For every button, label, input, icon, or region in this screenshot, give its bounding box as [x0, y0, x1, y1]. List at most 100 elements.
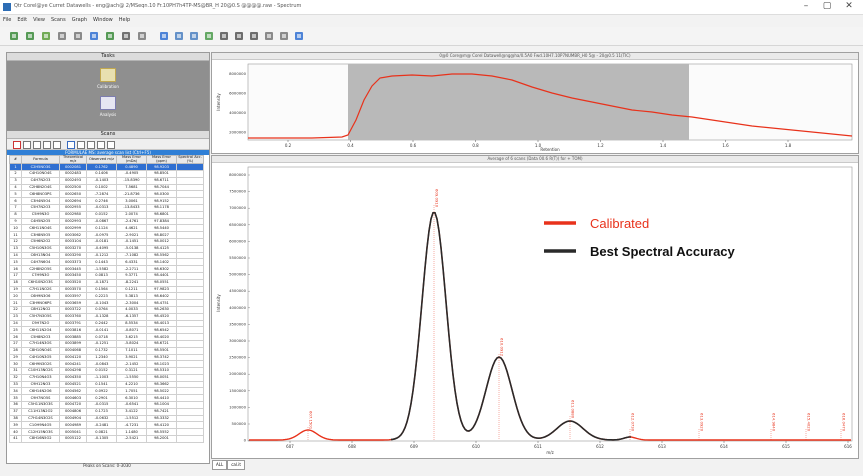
menu-view[interactable]: View — [33, 17, 45, 23]
table-row[interactable]: 38 C7H14N3O2S 0004904 -0.0632 -1.5512 98.3332 — [9, 414, 204, 423]
settings-icon[interactable] — [136, 30, 148, 42]
table-row[interactable]: 30 C6H9N3O2S 0004241 -0.0843 -2.1452 98.1023 — [9, 360, 204, 369]
table-row[interactable]: 28 C8H10NO4S 0004068 0.1732 7.1011 98.5501 — [9, 346, 204, 355]
table-cell: 0004562 — [59, 387, 87, 396]
filter-icon[interactable] — [77, 141, 85, 149]
back-icon[interactable] — [173, 30, 185, 42]
forward-icon[interactable] — [188, 30, 200, 42]
table-row[interactable]: 26 C5H8N2O3 0003885 0.0718 3.6215 98.4020 — [9, 333, 204, 341]
table-row[interactable]: 39 C10H9N4O5 0004989 -0.2481 -4.7231 98.4120 — [9, 421, 204, 430]
table-row[interactable]: 17 C7H9N3O 0003450 0.0813 9.3771 98.4401 — [9, 271, 204, 280]
table-row[interactable]: 21 C3H9NO6PS 0003659 -0.1043 -2.3004 98.4751 — [9, 299, 204, 307]
next-icon[interactable] — [43, 141, 51, 149]
table-row[interactable]: 33 C9H12NO3 0004521 0.1541 4.2210 98.3662 — [9, 380, 204, 389]
table-row[interactable]: 40 C12H15NO3S 0005041 0.0821 1.1480 98.5552 — [9, 428, 204, 437]
menu-help[interactable]: Help — [118, 17, 131, 23]
window-icon[interactable] — [158, 30, 170, 42]
prev-icon[interactable] — [33, 141, 41, 149]
menu-scans[interactable]: Scans — [50, 17, 66, 23]
layout-icon[interactable] — [88, 30, 100, 42]
column-header[interactable]: Formula — [21, 154, 60, 165]
table-row[interactable]: 19 C7H11NO2S 0003570 0.1564 0.1211 97.9823 — [9, 285, 204, 294]
table-row[interactable]: 16 C2H8N2O5S 0003445 -1.5582 -2.2711 98.6302 — [9, 265, 204, 273]
grid-icon[interactable] — [278, 30, 290, 42]
open-icon[interactable] — [8, 30, 20, 42]
table-row[interactable]: 31 C10H13NO2S 0004298 0.0152 0.3121 98.5310 — [9, 367, 204, 375]
delete-icon[interactable] — [13, 141, 21, 149]
chart-icon[interactable] — [203, 30, 215, 42]
table-row[interactable]: 11 C3H8N5O5 0003062 -0.0975 -2.9021 98.8027 — [9, 231, 204, 239]
search-icon[interactable] — [67, 141, 75, 149]
table-row[interactable]: 10 C6H11NO4S 0002999 0.1124 4.4621 98.5440 — [9, 224, 204, 233]
menu-edit[interactable]: Edit — [17, 17, 28, 23]
table-row[interactable]: 14 C6H13NO4 0003290 -0.1212 -7.1082 98.5562 — [9, 251, 204, 260]
column-header[interactable]: Mass Error (mDa) — [116, 154, 147, 165]
tab-cal[interactable]: cal.it — [227, 460, 245, 470]
measure-icon[interactable] — [263, 30, 275, 42]
table-icon[interactable] — [87, 141, 95, 149]
save-icon[interactable] — [24, 30, 36, 42]
table-row[interactable]: 36 C5H11N3O3S 0004720 -0.0315 -0.6541 98.1004 — [9, 401, 204, 409]
table-row[interactable]: 8 C5H9N3O 0002980 0.0152 2.0074 98.6801 — [9, 210, 204, 219]
table-row[interactable]: 6 C3H4N5O4 0002694 0.2746 3.0061 98.9152 — [9, 197, 204, 205]
export-icon[interactable] — [97, 141, 105, 149]
task-analysis[interactable]: Analysis — [93, 96, 123, 117]
tab-all[interactable]: ALL — [212, 460, 228, 470]
first-icon[interactable] — [23, 141, 31, 149]
table-cell: 98.5562 — [146, 251, 177, 260]
refresh-icon[interactable] — [104, 30, 116, 42]
print-icon[interactable] — [56, 30, 68, 42]
crosshair-icon[interactable] — [248, 30, 260, 42]
table-row[interactable]: 35 C9H7NO5S 0004603 0.2901 6.3010 98.4410 — [9, 394, 204, 403]
minimize-button[interactable]: – — [803, 1, 809, 11]
table-row[interactable]: 9 C4H5N2O5 0002993 -0.0867 -2.4761 97.8384 — [9, 217, 204, 226]
task-calibration[interactable]: Calibration — [93, 68, 123, 89]
menu-window[interactable]: Window — [93, 17, 113, 23]
pan-icon[interactable] — [233, 30, 245, 42]
tic-selection[interactable] — [348, 64, 689, 140]
column-header[interactable]: Observed m/z — [86, 154, 117, 165]
column-header[interactable]: Theoretical m/z — [59, 154, 87, 165]
table-row[interactable]: 5 C6H8NO3PS 0002650 -7.2874 -21.8736 98.0300 — [9, 190, 204, 199]
column-header[interactable]: Spectral Acc. (%) — [176, 154, 204, 165]
close-button[interactable]: ✕ — [845, 1, 853, 11]
row-number: 30 — [9, 360, 22, 369]
table-row[interactable]: 18 C6H10N2O3S 0003520 -0.1871 -8.2241 98.0551 — [9, 278, 204, 287]
table-row[interactable]: 24 C9H7N2O 0003791 0.2442 8.5534 98.4013 — [9, 319, 204, 328]
table-row[interactable]: 1 C2H5NO3S 0002081 0.1762 0.4890 98.9203 — [9, 163, 204, 171]
table-row[interactable]: 34 C6H14N2O6 0004562 0.0922 1.7051 98.5022 — [9, 387, 204, 396]
table-row[interactable]: 3 C4H7N2O3 0002493 -0.1403 -15.8390 98.6711 — [9, 176, 204, 185]
tic-chart[interactable]: 8000000 6000000 4000000 2000000 0.2 0.4 0.6 0.8… — [212, 60, 858, 152]
table-row[interactable]: 7 C5H7N2O3 0002955 -0.0313 -13.8433 98.1178 — [9, 203, 204, 212]
table-row[interactable]: 12 C5H6N2O2 0003104 -0.0181 -0.1451 98.0012 — [9, 237, 204, 246]
table-row[interactable]: 13 C5H10N3OS 0003270 -0.4095 -5.0138 98.4125 — [9, 244, 204, 253]
info-icon[interactable] — [293, 30, 305, 42]
column-header[interactable]: # — [9, 154, 22, 165]
table-row[interactable]: 2 C4H10NO4S 0002483 0.1406 -0.4905 98.8501 — [9, 169, 204, 178]
table-row[interactable]: 25 C6H11N2O4 0003816 -0.0141 -0.8071 98.6542 — [9, 326, 204, 335]
last-icon[interactable] — [53, 141, 61, 149]
info-icon[interactable] — [107, 141, 115, 149]
add-icon[interactable] — [40, 30, 52, 42]
table-cell: 4.0033 — [116, 305, 147, 314]
table-row[interactable]: 32 C7H10N4O3 0004350 -1.1003 -1.5550 98.0051 — [9, 373, 204, 382]
copy-icon[interactable] — [72, 30, 84, 42]
table-row[interactable]: 41 C8H16N5O2 0005122 -0.1305 -2.5421 98.2001 — [9, 435, 204, 443]
table-row[interactable]: 23 C5H7N3O5S 0003760 -0.1328 -6.1357 98.4520 — [9, 312, 204, 321]
spectrum-chart[interactable]: 607.1501 609.0910 610.0912 611.0880 612.0730… — [212, 163, 858, 457]
menu-graph[interactable]: Graph — [71, 17, 88, 23]
table-row[interactable]: 20 C6H9N3O6 0003597 0.2223 5.3813 98.6402 — [9, 292, 204, 301]
table-row[interactable]: 4 C2H8N2O4S 0002500 0.1002 7.5681 98.7044 — [9, 183, 204, 192]
export-icon[interactable] — [120, 30, 132, 42]
table-cell — [176, 319, 204, 328]
column-header[interactable]: Mass Error (ppm) — [146, 154, 177, 165]
zoom-icon[interactable] — [218, 30, 230, 42]
table-row[interactable]: 37 C11H13N2O2 0004806 0.1723 3.4122 98.7421 — [9, 407, 204, 416]
table-row[interactable]: 22 C8H12NO2 0003722 0.0764 4.0033 98.2630 — [9, 305, 204, 314]
maximize-button[interactable]: ▢ — [822, 1, 832, 11]
table-cell: -0.1871 — [86, 278, 117, 287]
table-row[interactable]: 27 C7H14N3OS 0003899 -0.1251 -5.8024 98.6721 — [9, 339, 204, 348]
menu-file[interactable]: File — [3, 17, 12, 23]
table-row[interactable]: 29 C4H10N3O5 0004120 1.2340 3.9021 98.3742 — [9, 353, 204, 362]
table-row[interactable]: 15 C4H7N6O4 0003373 0.1443 6.4331 98.1402 — [9, 258, 204, 267]
